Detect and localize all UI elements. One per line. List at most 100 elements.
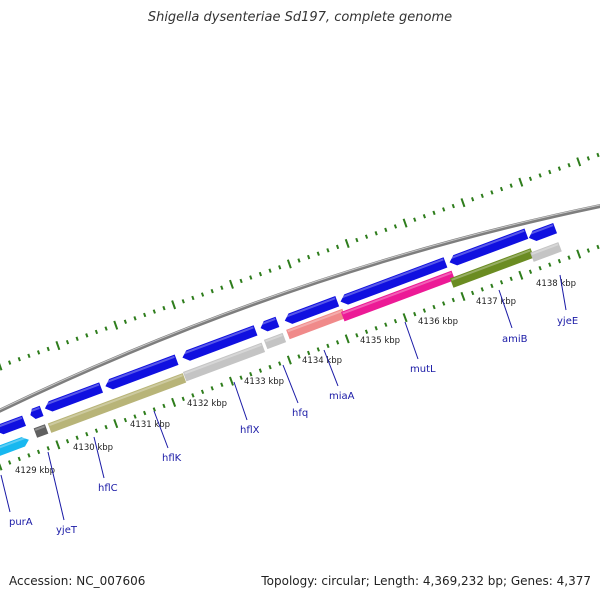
outer-tick <box>278 265 282 270</box>
inner-tick <box>27 453 31 458</box>
gene-label[interactable]: yjeT <box>56 525 78 536</box>
inner-tick <box>393 318 398 324</box>
inner-tick <box>538 265 542 271</box>
outer-tick <box>518 177 524 187</box>
gene-label[interactable]: hflX <box>240 425 260 436</box>
inner-tick <box>191 393 195 398</box>
inner-tick <box>548 262 552 267</box>
outer-tick <box>499 186 504 192</box>
inner-tick <box>384 322 388 327</box>
inner-tick <box>307 350 311 356</box>
accession-text: Accession: NC_007606 <box>9 574 146 588</box>
outer-tick <box>104 326 108 331</box>
gene-leader-line <box>233 381 248 421</box>
outer-tick <box>143 312 147 318</box>
gene-label[interactable]: amiB <box>502 334 528 345</box>
outer-tick <box>326 248 330 253</box>
outer-tick <box>432 210 436 216</box>
outer-tick <box>229 279 234 289</box>
gene-label[interactable]: yjeE <box>557 316 578 327</box>
scale-label: 4131 kbp <box>130 420 170 430</box>
inner-tick <box>528 269 533 274</box>
outer-tick <box>528 176 533 182</box>
inner-tick <box>17 456 21 462</box>
inner-tick <box>326 343 330 349</box>
inner-tick <box>335 340 340 345</box>
outer-tick <box>94 329 99 335</box>
inner-tick <box>162 403 166 409</box>
outer-tick <box>316 251 320 256</box>
gene-leader-line <box>498 289 513 329</box>
gene-box <box>0 436 29 457</box>
inner-tick <box>94 428 99 433</box>
outer-tick <box>162 305 166 311</box>
inner-tick <box>422 308 427 313</box>
gene-label[interactable]: miaA <box>329 391 355 402</box>
gene-leader-line <box>153 410 169 449</box>
inner-tick <box>36 449 41 455</box>
outer-tick <box>344 238 350 249</box>
inner-tick <box>200 389 205 395</box>
outer-tick <box>460 198 466 208</box>
gene-box <box>530 242 562 262</box>
outer-tick <box>480 193 484 199</box>
gene-arrow <box>0 415 26 435</box>
inner-tick <box>258 368 263 373</box>
inner-tick <box>460 291 466 302</box>
inner-tick <box>480 287 484 292</box>
outer-tick <box>355 237 359 243</box>
inner-tick <box>344 334 350 344</box>
outer-tick <box>36 350 41 355</box>
inner-tick <box>297 354 301 359</box>
inner-tick <box>413 311 417 317</box>
outer-tick <box>335 244 340 250</box>
outer-tick <box>75 336 79 341</box>
outer-tick <box>548 169 552 175</box>
inner-tick <box>85 431 89 437</box>
scale-label: 4136 kbp <box>418 317 458 327</box>
outer-tick <box>220 285 224 290</box>
inner-tick-row <box>0 244 600 471</box>
gene-label[interactable]: mutL <box>410 364 436 375</box>
gene-box <box>286 308 346 340</box>
outer-tick <box>364 234 369 239</box>
gene-label[interactable]: hfq <box>292 408 308 419</box>
gene-arrow <box>448 228 529 266</box>
outer-tick <box>268 268 272 273</box>
inner-tick <box>181 396 185 402</box>
inner-tick <box>152 407 156 412</box>
outer-tick-row <box>0 152 600 371</box>
outer-tick <box>113 320 119 330</box>
outer-tick <box>171 300 177 310</box>
inner-tick <box>316 347 320 352</box>
feature-track <box>0 222 562 457</box>
gene-leader-line <box>323 349 339 387</box>
outer-tick <box>65 339 70 345</box>
outer-tick <box>442 207 446 212</box>
inner-tick <box>220 382 224 387</box>
outer-tick <box>239 278 243 284</box>
genome-summary-text: Topology: circular; Length: 4,369,232 bp… <box>261 574 591 588</box>
gene-leader-line <box>282 364 299 404</box>
gene-arrow <box>44 382 104 412</box>
inner-tick <box>567 255 571 260</box>
inner-tick <box>268 364 272 370</box>
outer-tick <box>249 275 253 280</box>
genome-backbone-highlight <box>0 204 600 411</box>
outer-tick <box>210 288 214 294</box>
inner-tick <box>0 463 3 471</box>
gene-label[interactable]: hflK <box>162 453 182 464</box>
outer-tick <box>133 316 137 321</box>
gene-box <box>47 373 187 433</box>
gene-label[interactable]: purA <box>9 517 33 528</box>
outer-tick <box>181 299 185 304</box>
gene-label[interactable]: hflC <box>98 483 118 494</box>
gene-arrow <box>339 257 448 305</box>
gene-leader-line <box>404 321 419 360</box>
gene-leader-line <box>47 451 65 521</box>
outer-tick <box>490 190 494 195</box>
outer-tick <box>576 157 582 167</box>
inner-tick <box>239 375 243 380</box>
